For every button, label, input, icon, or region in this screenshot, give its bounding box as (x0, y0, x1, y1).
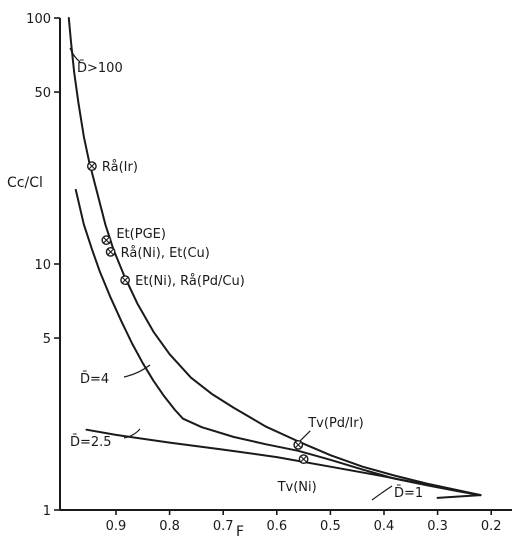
curve-label-leader-2 (123, 428, 141, 439)
x-tick-label-0.4: 0.4 (374, 519, 395, 534)
annotation-marker-cross-b-0 (88, 162, 96, 170)
annotation-marker-cross-b-3 (121, 276, 129, 284)
curve-label-1: D̄=4 (80, 372, 109, 387)
curve-label-leader-0 (69, 47, 81, 63)
y-tick-label-10: 10 (34, 258, 51, 273)
curve-d-gt-100 (67, 17, 482, 497)
x-axis-title: F (236, 524, 244, 540)
ticks: 1 5 10 50 100 0.9 0.8 0.7 0.6 0.5 0.4 0.3 0.2 (26, 12, 501, 534)
annotation-marker-cross-b-4 (294, 441, 302, 449)
x-tick-label-0.3: 0.3 (427, 519, 448, 534)
labels: D̄>100 D̄=4 D̄=2.5 D̄=1 Rå(Ir) Et(PGE) Rå(Ni),… (70, 61, 423, 501)
annotation-leader-4 (299, 430, 311, 442)
curve-d-1 (436, 494, 482, 499)
curve-d-2-5 (85, 428, 482, 497)
x-tick-label-0.9: 0.9 (106, 519, 127, 534)
markers (86, 161, 309, 465)
leaders (69, 47, 393, 501)
y-tick-label-5: 5 (43, 332, 51, 347)
annotation-marker-cross-b-5 (300, 455, 307, 463)
x-tick-label-0.8: 0.8 (159, 519, 180, 534)
y-axis-title: Cc/Cl (7, 175, 43, 191)
x-tick-label-0.5: 0.5 (320, 519, 341, 534)
curve-label-3: D̄=1 (394, 486, 423, 501)
x-tick-label-0.7: 0.7 (213, 519, 234, 534)
x-tick-label-0.6: 0.6 (266, 519, 287, 534)
y-tick-label-50: 50 (34, 86, 51, 101)
curve-label-leader-1 (123, 364, 151, 378)
annotation-marker-cross-b-1 (103, 236, 110, 244)
annotation-label-2: Rå(Ni), Et(Cu) (121, 246, 210, 261)
annotation-label-1: Et(PGE) (116, 227, 166, 242)
y-tick-label-1: 1 (43, 504, 51, 519)
annotation-label-0: Rå(Ir) (102, 160, 138, 175)
curves (67, 17, 482, 499)
y-tick-label-100: 100 (26, 12, 51, 27)
curve-d-4 (74, 188, 482, 497)
curve-label-0: D̄>100 (77, 61, 123, 76)
x-tick-label-0.2: 0.2 (481, 519, 502, 534)
annotation-label-5: Tv(Ni) (277, 480, 317, 495)
curve-label-leader-3 (371, 485, 393, 501)
curve-label-2: D̄=2.5 (70, 435, 112, 450)
annotation-label-3: Et(Ni), Rå(Pd/Cu) (135, 274, 245, 289)
annotation-label-4: Tv(Pd/Ir) (307, 416, 363, 431)
annotation-marker-cross-b-2 (107, 248, 114, 256)
